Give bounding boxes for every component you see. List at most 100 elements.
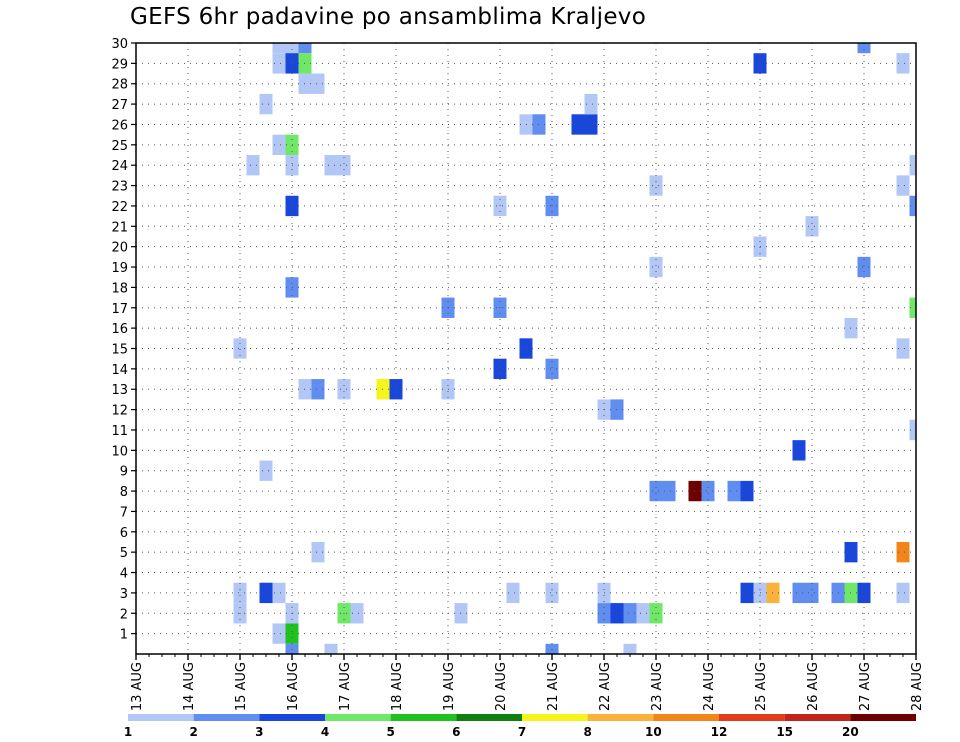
- heatmap-cell: [259, 93, 273, 115]
- x-tick-label: 27 AUG: [858, 662, 873, 711]
- heatmap-cell: [545, 358, 559, 380]
- heatmap-cell: [896, 338, 910, 359]
- heatmap-cell: [571, 114, 585, 135]
- colorbar-segment: [259, 714, 325, 721]
- y-tick-label: 7: [120, 505, 128, 520]
- heatmap-cell: [324, 155, 338, 176]
- colorbar-segment: [719, 714, 785, 721]
- y-tick-label: 3: [120, 587, 128, 602]
- x-tick-label: 13 AUG: [130, 662, 145, 711]
- heatmap-cell: [311, 73, 325, 94]
- y-tick-label: 15: [111, 343, 128, 358]
- x-tick-label: 28 AUG: [910, 662, 925, 711]
- x-tick-label: 21 AUG: [546, 662, 561, 711]
- colorbar-segment: [456, 714, 522, 721]
- x-tick-label: 18 AUG: [390, 662, 405, 711]
- y-axis-ticks: 1234567891011121314151617181920212223242…: [111, 37, 136, 643]
- colorbar-segment: [784, 714, 851, 721]
- heatmap-cell: [337, 379, 351, 400]
- colorbar-label: 2: [189, 725, 197, 739]
- heatmap-cell: [909, 155, 916, 176]
- y-tick-label: 23: [111, 180, 128, 195]
- colorbar-label: 20: [842, 725, 859, 739]
- heatmap-cell: [662, 480, 676, 502]
- colorbar-label: 8: [583, 725, 591, 739]
- heatmap-cell: [272, 623, 286, 644]
- heatmap-cell: [545, 582, 559, 604]
- y-tick-label: 12: [111, 404, 128, 419]
- heatmap-cell: [649, 256, 663, 278]
- heatmap-cell: [649, 175, 663, 196]
- heatmap-cell: [896, 582, 910, 604]
- y-tick-label: 19: [111, 261, 128, 276]
- heatmap-cell: [909, 297, 916, 318]
- colorbar-label: 6: [452, 725, 460, 739]
- y-tick-label: 29: [111, 57, 128, 72]
- y-tick-label: 8: [120, 485, 128, 500]
- heatmap-cell: [272, 53, 286, 74]
- x-tick-label: 23 AUG: [650, 662, 665, 711]
- y-tick-label: 21: [111, 220, 128, 235]
- y-tick-label: 26: [111, 118, 128, 133]
- heatmap-cell: [324, 643, 338, 654]
- y-tick-label: 17: [111, 302, 128, 317]
- heatmap-cell: [792, 582, 806, 604]
- chart-title: GEFS 6hr padavine po ansamblima Kraljevo: [130, 4, 647, 30]
- heatmap-cell: [246, 155, 260, 176]
- heatmap-cell: [285, 43, 299, 54]
- y-tick-label: 25: [111, 139, 128, 154]
- heatmap-cell: [857, 43, 871, 54]
- heatmap-cell: [506, 582, 520, 604]
- data-cells: [233, 43, 916, 654]
- heatmap-cell: [584, 93, 598, 115]
- colorbar-label: 10: [645, 725, 662, 739]
- heatmap-cell: [857, 256, 871, 278]
- y-tick-label: 6: [120, 526, 128, 541]
- heatmap-cell: [285, 643, 299, 654]
- grid-lines: [136, 42, 916, 654]
- heatmap-cell: [805, 216, 819, 237]
- y-tick-label: 28: [111, 78, 128, 93]
- colorbar-label: 5: [386, 725, 394, 739]
- y-tick-label: 13: [111, 383, 128, 398]
- heatmap-cell: [311, 379, 325, 400]
- heatmap-cell: [298, 43, 312, 54]
- x-tick-label: 26 AUG: [806, 662, 821, 711]
- y-tick-label: 11: [111, 424, 128, 439]
- heatmap-cell: [636, 603, 650, 624]
- y-tick-label: 4: [120, 567, 128, 582]
- colorbar-label: 3: [255, 725, 263, 739]
- colorbar-label: 12: [711, 725, 728, 739]
- x-tick-label: 15 AUG: [234, 662, 249, 711]
- y-tick-label: 27: [111, 98, 128, 113]
- colorbar-segment: [850, 714, 916, 721]
- y-tick-label: 10: [111, 444, 128, 459]
- colorbar-segment: [653, 714, 719, 721]
- y-tick-label: 14: [111, 363, 128, 378]
- heatmap-cell: [272, 43, 286, 54]
- heatmap-cell: [493, 358, 507, 380]
- heatmap-cell: [272, 134, 286, 156]
- colorbar-label: 7: [518, 725, 526, 739]
- heatmap-cell: [740, 480, 754, 502]
- colorbar-segment: [325, 714, 391, 721]
- heatmap-cell: [909, 419, 916, 441]
- heatmap-cell: [740, 582, 754, 604]
- x-tick-label: 14 AUG: [182, 662, 197, 711]
- x-axis-ticks: 13 AUG 14 AUG 15 AUG 16 AUG 17 AUG 18 AUG 19 A…: [130, 654, 925, 711]
- heatmap-cell: [857, 582, 871, 604]
- colorbar: 1 2 3 4 5 6 7 8 10 12 15 20: [124, 714, 916, 739]
- x-tick-label: 25 AUG: [754, 662, 769, 711]
- colorbar-segment: [587, 714, 654, 721]
- heatmap-cell: [727, 480, 741, 502]
- heatmap-cell: [623, 643, 637, 654]
- y-tick-label: 1: [120, 628, 128, 643]
- y-tick-label: 30: [111, 37, 128, 52]
- y-tick-label: 16: [111, 322, 128, 337]
- heatmap-cell: [584, 114, 598, 135]
- heatmap-cell: [545, 643, 559, 654]
- heatmap-cell: [350, 603, 364, 624]
- y-tick-label: 22: [111, 200, 128, 215]
- heatmap-cell: [701, 480, 715, 502]
